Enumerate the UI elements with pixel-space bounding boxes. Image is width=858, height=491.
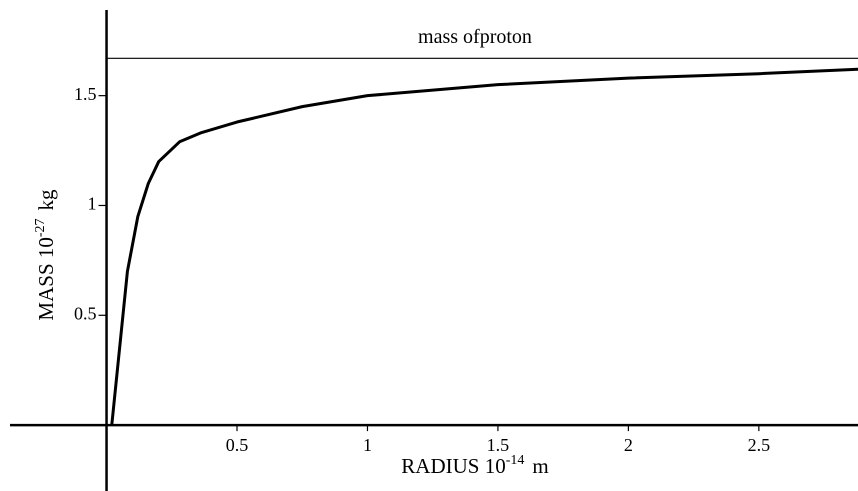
y-tick-label: 0.5 (74, 303, 97, 323)
x-tick-label: 1 (363, 435, 372, 455)
y-tick-label: 1 (88, 194, 97, 214)
curve (110, 67, 858, 426)
x-tick-label: 2 (624, 435, 633, 455)
y-label-unit: kg (34, 189, 58, 211)
x-tick-label: 0.5 (226, 435, 249, 455)
y-label-exp: -27 (33, 218, 48, 237)
y-axis-label: MASS 10-27 kg (33, 189, 58, 321)
x-tick-label: 1.5 (487, 435, 510, 455)
x-label-exp: -14 (506, 453, 525, 468)
x-axis-label: RADIUS 10-14 m (401, 453, 548, 478)
reference-label: mass ofproton (418, 26, 532, 48)
x-tick-label: 2.5 (748, 435, 771, 455)
y-tick-label: 1.5 (74, 84, 97, 104)
y-label-text: MASS 10 (34, 237, 58, 320)
x-label-text: RADIUS 10 (401, 454, 505, 478)
x-label-unit: m (532, 454, 548, 478)
